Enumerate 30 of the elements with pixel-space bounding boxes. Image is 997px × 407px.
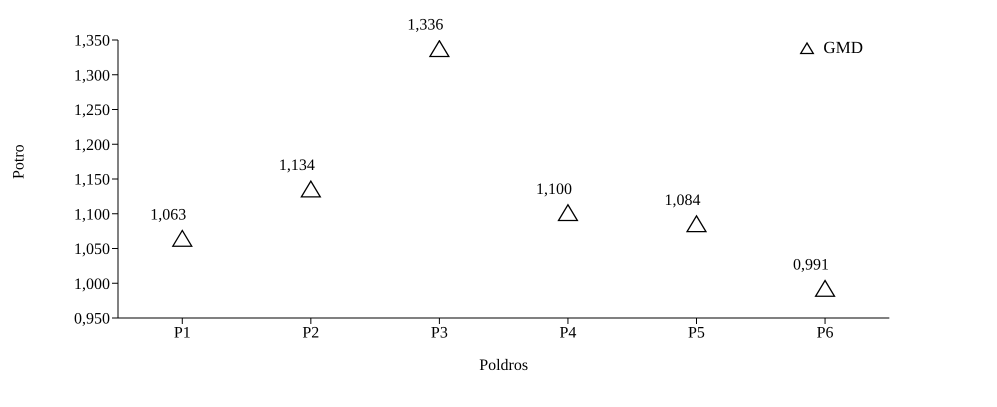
data-label: 1,063 [150, 206, 186, 224]
x-axis-title: Poldros [479, 357, 528, 374]
x-tick-label: P3 [430, 324, 448, 342]
x-tick-label: P5 [688, 324, 705, 342]
x-tick-label: P6 [816, 324, 834, 342]
data-label: 0,991 [793, 256, 830, 274]
data-label: 1,134 [278, 157, 315, 174]
point [429, 40, 450, 58]
point [558, 204, 578, 222]
y-axis-title: Potro [10, 144, 28, 179]
y-tick-label: 1,050 [74, 241, 110, 258]
y-tick-label: 1,250 [74, 102, 110, 120]
data-label: 1,100 [536, 180, 572, 198]
legend-label: GMD [823, 38, 863, 58]
y-tick-label: 1,100 [74, 206, 110, 224]
data-label: 1,084 [664, 192, 700, 209]
y-tick-label: 1,300 [74, 67, 110, 84]
x-tick-label: P2 [302, 324, 320, 342]
y-tick-label: 1,200 [74, 136, 110, 154]
x-tick-label: P1 [174, 324, 191, 342]
point [814, 280, 836, 297]
point [172, 230, 192, 247]
y-tick-label: 1,150 [74, 172, 110, 189]
point [300, 180, 321, 198]
data-label: 1,336 [407, 16, 444, 34]
x-tick-label: P4 [559, 324, 576, 342]
y-tick-label: 0,950 [74, 310, 110, 328]
y-tick-label: 1,000 [74, 276, 110, 293]
y-tick-label: 1,350 [74, 32, 110, 50]
point [686, 215, 707, 232]
